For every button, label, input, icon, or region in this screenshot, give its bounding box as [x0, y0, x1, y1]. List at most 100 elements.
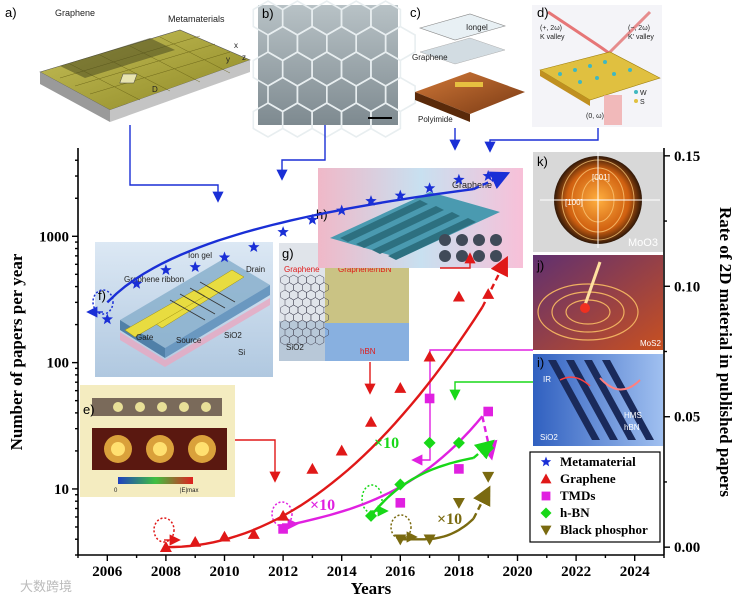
fit-line — [282, 415, 484, 528]
data-point — [218, 251, 231, 263]
data-point — [248, 241, 260, 252]
data-point — [482, 170, 494, 181]
data-point — [189, 261, 201, 272]
legend-item-label: h-BN — [560, 505, 590, 520]
panel-k-moo3: k) [001] [100] MoO3 — [533, 152, 663, 252]
panel-f-sio2: SiO2 — [224, 331, 242, 340]
panel-g-sio2: SiO2 — [286, 343, 304, 352]
panel-c-letter: c) — [410, 5, 421, 20]
x-tick-label: 2024 — [620, 564, 651, 580]
panel-a-graphene-label: Graphene — [55, 8, 95, 18]
x-tick-label: 2010 — [210, 564, 240, 580]
data-point — [336, 204, 348, 216]
data-point — [482, 471, 495, 483]
data-point — [453, 173, 465, 185]
panel-j-letter: j) — [536, 258, 544, 273]
panel-a-y: y — [226, 55, 230, 64]
panel-d-s: S — [640, 99, 645, 106]
data-point — [452, 498, 465, 509]
data-point — [423, 436, 436, 449]
data-point — [189, 535, 202, 547]
fit-line-extrapolation — [472, 485, 491, 520]
panel-d-kright2: K' valley — [628, 34, 654, 41]
panel-i-hms: HMS — [624, 411, 642, 420]
plot-area: 2006 2008 2010 2012 2014 2016 2018 2020 2022 2024… — [7, 148, 735, 598]
data-point — [394, 189, 406, 201]
data-point — [540, 525, 552, 536]
panel-d-origin: (0, ω) — [586, 113, 604, 120]
panel-e-scale: |E|max — [180, 488, 198, 494]
panel-f-si: Si — [238, 348, 245, 357]
panel-j-mos2: j) MoS2 — [533, 255, 663, 350]
y2-tick-label: 0.10 — [674, 279, 700, 295]
y2-tick-label: 0.00 — [674, 540, 700, 556]
legend: Metamaterial Graphene TMDs h-BN Black phosph… — [529, 451, 661, 543]
y-tick-label: 10 — [54, 482, 69, 498]
data-point — [540, 456, 552, 467]
data-point — [247, 528, 260, 539]
panel-b-hexagon-array: b) — [252, 0, 416, 138]
data-point — [423, 350, 436, 362]
panel-d-kleft2: K valley — [540, 34, 565, 41]
panel-f-iongel: Ion gel — [188, 251, 212, 260]
x-tick-label: 2008 — [151, 564, 181, 580]
x-tick-label: 2020 — [503, 564, 533, 580]
y-ticks: 10 100 1000 — [39, 159, 78, 556]
panel-i-hbn: hBN — [624, 423, 640, 432]
y2-axis-title: Rate of 2D material in published papers — [716, 207, 735, 497]
panel-g-graphene: Graphene — [284, 265, 320, 274]
data-point — [365, 195, 377, 206]
panel-k-001: [001] — [592, 173, 610, 182]
data-point — [452, 436, 465, 449]
top-connector-arrows — [129, 125, 599, 203]
multiplier-tmds: ×10 — [310, 497, 335, 514]
panel-e-fieldmap: e) 0 |E|max — [80, 385, 235, 497]
panel-i-ir: IR — [543, 375, 551, 384]
panel-d-w: W — [640, 90, 647, 97]
data-point — [483, 406, 493, 417]
multiplier-hbn: ×10 — [374, 435, 399, 452]
data-point — [482, 288, 495, 299]
panel-d-valley: d) (+, 2ω) K valley (−, 2ω) K' valley (0… — [532, 5, 662, 127]
legend-item-label: TMDs — [560, 488, 595, 503]
panel-f-fet: f) Ion gel Graphene ribbon Drain Gate So… — [95, 242, 273, 377]
panel-g-graphene-hbn: Graphene/hBN — [338, 265, 392, 274]
y2-tick-label: 0.05 — [674, 410, 700, 426]
panel-k-100: [100] — [565, 198, 583, 207]
data-point — [278, 524, 288, 534]
legend-item-label: Metamaterial — [560, 454, 636, 469]
panel-a-x: x — [234, 41, 238, 50]
fit-line-extrapolation — [472, 439, 495, 460]
data-point — [365, 415, 377, 427]
y-tick-label: 100 — [47, 356, 70, 372]
panel-g-letter: g) — [282, 246, 294, 261]
data-point — [159, 541, 172, 552]
panel-f-source: Source — [176, 336, 202, 345]
x-tick-label: 2022 — [561, 564, 591, 580]
panel-c-device: c) Iongel Graphene Polyimide — [410, 5, 525, 124]
y2-ticks: 0.00 0.05 0.10 0.15 — [664, 149, 700, 556]
panel-d-kleft: (+, 2ω) — [540, 25, 562, 32]
lattice-cell — [315, 334, 325, 346]
data-point — [277, 509, 290, 521]
data-point — [454, 464, 464, 474]
panel-g-hbn: hBN — [360, 347, 376, 356]
legend-item-label: Graphene — [560, 471, 616, 486]
fit-line-extrapolation — [481, 255, 508, 308]
data-point — [160, 264, 172, 275]
panel-c-iongel: Iongel — [466, 23, 488, 32]
data-point — [394, 534, 407, 546]
panel-h-ribbons: h) Graphene — [316, 168, 523, 268]
panel-i-hbn: i) IR HMS hBN SiO2 — [533, 354, 663, 446]
panel-c-graphene: Graphene — [412, 53, 448, 62]
panel-a-z: z — [242, 53, 246, 62]
x-ticks: 2006 2008 2010 2012 2014 2016 2018 2020 2022 2024 — [77, 555, 665, 580]
data-point — [423, 534, 436, 546]
y-tick-label: 1000 — [39, 229, 69, 245]
panel-c-polyimide: Polyimide — [418, 115, 453, 124]
panel-e-letter: e) — [83, 402, 95, 417]
data-point — [424, 393, 435, 404]
x-axis-title: Years — [351, 579, 392, 598]
data-point — [394, 478, 407, 491]
data-point — [540, 473, 552, 484]
